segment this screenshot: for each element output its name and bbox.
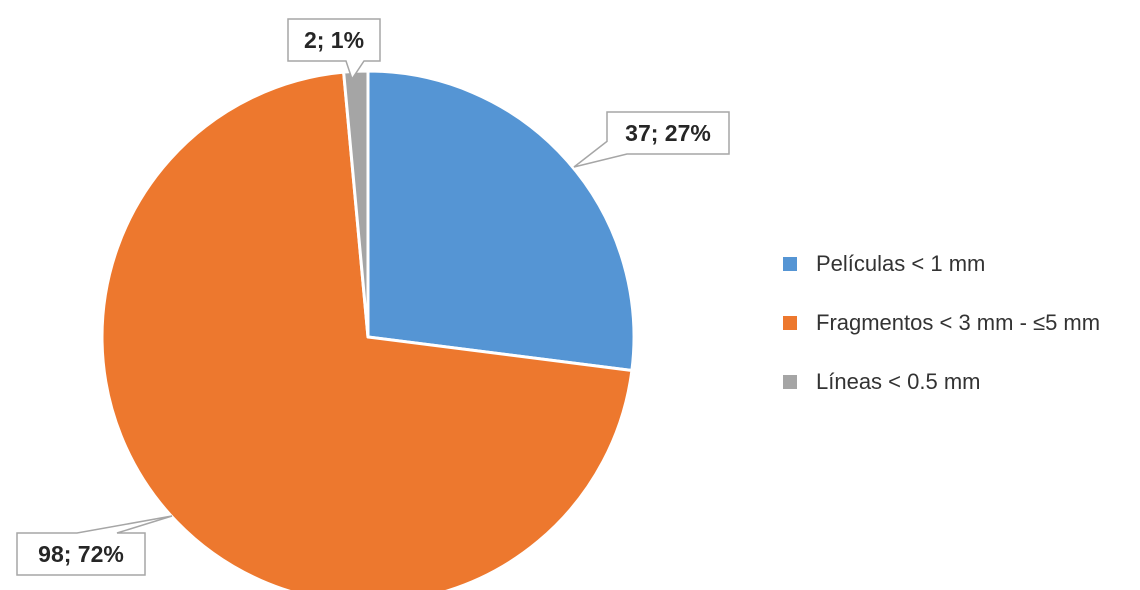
data-label-lineas: 2; 1%	[287, 18, 381, 81]
data-label-box-peliculas	[573, 111, 730, 168]
legend-swatch-peliculas	[783, 257, 797, 271]
legend-label-lineas: Líneas < 0.5 mm	[816, 369, 981, 394]
data-labels: 37; 27% 98; 72% 2; 1%	[16, 18, 730, 576]
data-label-text-lineas: 2; 1%	[304, 27, 364, 53]
data-label-box-fragmentos	[16, 515, 173, 576]
data-label-text-fragmentos: 98; 72%	[38, 541, 124, 567]
data-label-peliculas: 37; 27%	[573, 111, 730, 168]
legend-item-fragmentos: Fragmentos < 3 mm - ≤5 mm	[783, 309, 1100, 337]
data-label-fragmentos: 98; 72%	[16, 515, 173, 576]
legend-item-lineas: Líneas < 0.5 mm	[783, 368, 1100, 396]
legend-label-peliculas: Películas < 1 mm	[816, 251, 986, 276]
legend-swatch-fragmentos	[783, 316, 797, 330]
legend: Películas < 1 mm Fragmentos < 3 mm - ≤5 …	[783, 250, 1100, 427]
pie-slices	[100, 69, 636, 590]
data-label-text-peliculas: 37; 27%	[625, 120, 711, 146]
pie-slice-peliculas	[366, 69, 636, 372]
legend-label-fragmentos: Fragmentos < 3 mm - ≤5 mm	[816, 310, 1101, 335]
legend-item-peliculas: Películas < 1 mm	[783, 250, 1100, 278]
data-label-box-lineas	[287, 18, 381, 81]
legend-swatch-lineas	[783, 375, 797, 389]
